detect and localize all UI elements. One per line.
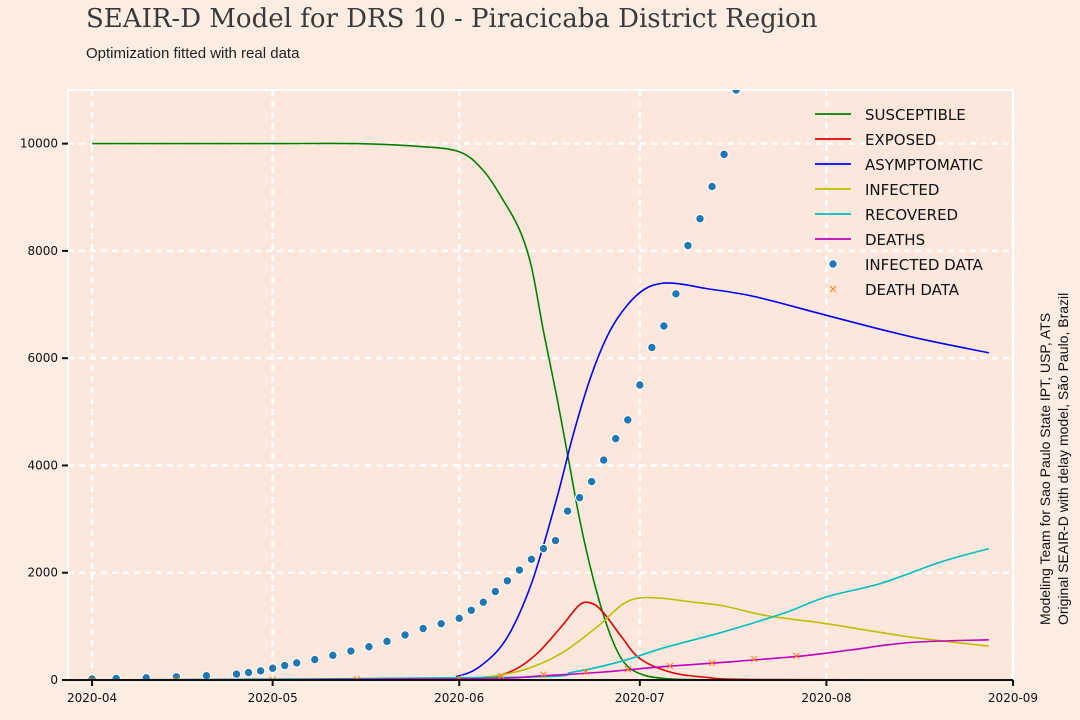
infected-data-point bbox=[550, 535, 561, 546]
infected-data-point bbox=[502, 576, 513, 586]
y-tick-label: 4000 bbox=[27, 458, 58, 472]
y-tick-label: 0 bbox=[50, 673, 58, 687]
infected-data-point bbox=[490, 586, 501, 597]
x-tick-label: 2020-09 bbox=[988, 691, 1038, 705]
legend-label: ASYMPTOMATIC bbox=[865, 156, 983, 174]
susceptible-line bbox=[92, 142, 989, 680]
legend-item: RECOVERED bbox=[815, 206, 958, 224]
asymptomatic-line bbox=[92, 282, 990, 680]
y-tick-label: 10000 bbox=[20, 137, 58, 151]
infected-data-point bbox=[267, 663, 278, 673]
legend-label: INFECTED DATA bbox=[865, 256, 984, 274]
x-tick-label: 2020-08 bbox=[801, 691, 851, 705]
infected-data-point bbox=[623, 415, 633, 425]
infected-data-point bbox=[364, 642, 374, 652]
legend-item: DEATHS bbox=[815, 231, 925, 249]
infected-data-point bbox=[466, 605, 476, 615]
y-tick-label: 6000 bbox=[27, 351, 58, 365]
infected-data-point bbox=[436, 618, 446, 629]
infected-data-point bbox=[647, 342, 657, 353]
infected-data-point bbox=[671, 289, 681, 299]
infected-data-point bbox=[87, 674, 97, 680]
infected-data-point bbox=[478, 597, 489, 607]
infected-data-point bbox=[231, 669, 242, 679]
infected-data-point bbox=[255, 666, 266, 676]
legend-label: SUSCEPTIBLE bbox=[865, 106, 966, 124]
infected-data-point bbox=[279, 660, 290, 671]
legend-item: EXPOSED bbox=[815, 131, 936, 149]
infected-data-point bbox=[635, 380, 645, 390]
infected-data-point bbox=[328, 650, 338, 661]
death-data-point bbox=[708, 659, 716, 667]
infected-data-point bbox=[599, 455, 609, 465]
infected-data-point bbox=[695, 214, 705, 224]
chart-subtitle: Optimization fitted with real data bbox=[86, 45, 300, 62]
death-data-point bbox=[582, 668, 589, 676]
side-note: Modeling Team for Sao Paulo State IPT, U… bbox=[1029, 240, 1071, 640]
infected-data-point bbox=[111, 673, 121, 680]
axes-layer: 2020-04 2020-05 2020-06 2020-07 2020-08 2020-… bbox=[20, 137, 1038, 705]
infected-data-point bbox=[683, 240, 693, 251]
legend-item: INFECTED DATA bbox=[828, 256, 984, 274]
death-data-point bbox=[540, 671, 547, 678]
infected-data-point bbox=[731, 90, 741, 95]
side-note-line-2: Original SEAIR-D with delay model, São P… bbox=[1055, 292, 1071, 625]
death-data-point bbox=[792, 652, 800, 660]
x-tick-label: 2020-04 bbox=[67, 691, 117, 705]
chart-title: SEAIR-D Model for DRS 10 - Piracicaba Di… bbox=[86, 4, 818, 34]
infected-data-point bbox=[586, 476, 597, 487]
infected-data-point bbox=[382, 636, 392, 647]
x-tick-label: 2020-06 bbox=[434, 691, 484, 705]
infected-data-point bbox=[526, 554, 537, 565]
infected-data-point bbox=[454, 613, 464, 624]
x-tick-label: 2020-07 bbox=[615, 691, 665, 705]
death-data-point bbox=[498, 672, 505, 680]
legend: SUSCEPTIBLE EXPOSED ASYMPTOMATIC INFECTED RE… bbox=[815, 106, 984, 299]
death-data-point bbox=[666, 662, 674, 670]
legend-item: INFECTED bbox=[815, 181, 939, 199]
infected-data-point bbox=[201, 671, 212, 680]
infected-data-point bbox=[418, 623, 428, 634]
legend-item: SUSCEPTIBLE bbox=[815, 106, 966, 124]
legend-label: EXPOSED bbox=[865, 131, 936, 149]
death-data-point bbox=[750, 655, 758, 663]
infected-data-point bbox=[346, 646, 356, 656]
series-layer bbox=[87, 90, 990, 680]
infected-data-point bbox=[611, 433, 621, 444]
infected-data-point bbox=[400, 630, 410, 640]
side-note-line-1: Modeling Team for Sao Paulo State IPT, U… bbox=[1037, 312, 1053, 625]
infected-data-point bbox=[562, 506, 573, 516]
legend-label: INFECTED bbox=[865, 181, 939, 199]
infected-data-point bbox=[538, 543, 549, 554]
legend-swatch bbox=[828, 259, 838, 269]
death-data-point bbox=[88, 676, 96, 680]
infected-data-point bbox=[141, 673, 151, 680]
infected-data-point bbox=[514, 565, 525, 575]
infected-data-point bbox=[243, 667, 254, 678]
recovered-line bbox=[92, 547, 990, 680]
death-data-point bbox=[353, 675, 361, 680]
legend-swatch bbox=[829, 285, 837, 293]
infected-data-point bbox=[707, 181, 717, 192]
plot-area bbox=[67, 89, 1014, 681]
y-tick-label: 2000 bbox=[27, 566, 58, 580]
legend-label: DEATHS bbox=[865, 231, 925, 249]
infected-data-point bbox=[310, 654, 320, 665]
x-tick-label: 2020-05 bbox=[248, 691, 298, 705]
infected-data-point bbox=[574, 492, 585, 503]
infected-data-point bbox=[659, 321, 669, 331]
legend-label: DEATH DATA bbox=[865, 281, 960, 299]
infected-data-point bbox=[719, 149, 729, 160]
legend-label: RECOVERED bbox=[865, 206, 958, 224]
y-tick-label: 8000 bbox=[27, 244, 58, 258]
legend-item: ASYMPTOMATIC bbox=[815, 156, 983, 174]
legend-item: DEATH DATA bbox=[829, 281, 960, 299]
infected-data-point bbox=[292, 658, 302, 668]
death-data-point bbox=[624, 665, 632, 673]
